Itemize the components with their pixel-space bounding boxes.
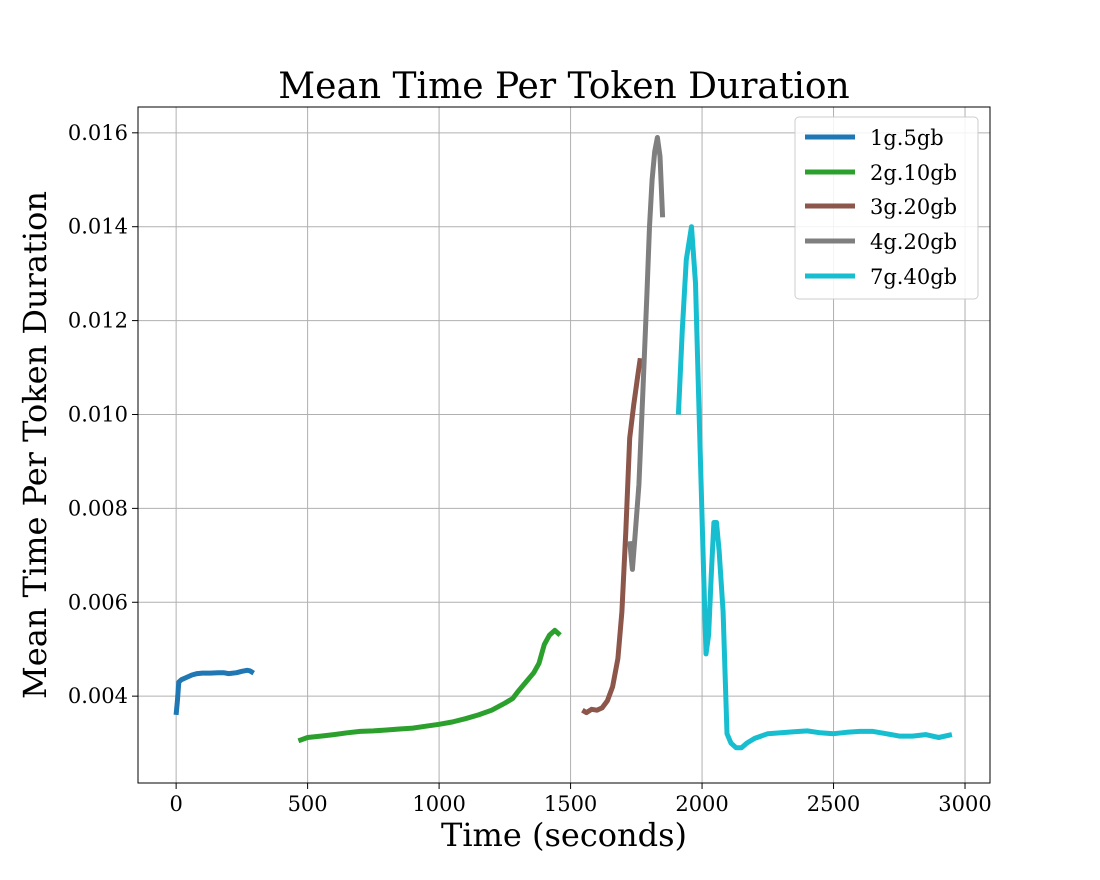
- series-line-7g40gb: [675, 224, 953, 751]
- legend: 1g.5gb 2g.10gb 3g.20gb 4g.20gb 7g.40gb: [794, 116, 979, 300]
- plot-frame: [137, 106, 991, 784]
- y-tick-label: 0.010: [68, 402, 128, 426]
- legend-label-1g5gb: 1g.5gb: [870, 126, 944, 150]
- series-layer: [173, 135, 953, 751]
- x-tick-label: 1500: [544, 792, 597, 816]
- legend-label-3g20gb: 3g.20gb: [870, 195, 957, 219]
- x-axis-label: Time (seconds): [441, 816, 687, 854]
- y-tick-label: 0.006: [68, 590, 128, 614]
- ticks: 0 500 1000 1500 2000 2500 3000 0.004 0.006 0.008 0…: [68, 121, 992, 816]
- series-line-1g5gb: [173, 667, 255, 716]
- legend-label-7g40gb: 7g.40gb: [870, 265, 957, 289]
- y-tick-label: 0.014: [68, 215, 128, 239]
- x-tick-label: 1000: [412, 792, 465, 816]
- chart-title: Mean Time Per Token Duration: [278, 66, 849, 107]
- x-tick-label: 3000: [938, 792, 991, 816]
- y-tick-label: 0.012: [68, 309, 128, 333]
- legend-label-2g10gb: 2g.10gb: [870, 161, 957, 185]
- y-tick-label: 0.004: [68, 684, 128, 708]
- x-tick-label: 2500: [807, 792, 860, 816]
- series-line-4g20gb: [627, 135, 666, 572]
- y-axis-label: Mean Time Per Token Duration: [16, 191, 54, 699]
- y-tick-label: 0.016: [68, 121, 128, 145]
- x-tick-label: 2000: [675, 792, 728, 816]
- x-tick-label: 500: [288, 792, 328, 816]
- legend-box: [794, 116, 979, 300]
- series-line-3g20gb: [581, 357, 643, 716]
- legend-label-4g20gb: 4g.20gb: [870, 230, 957, 254]
- x-tick-label: 0: [169, 792, 182, 816]
- series-line-2g10gb: [297, 627, 562, 744]
- y-tick-label: 0.008: [68, 496, 128, 520]
